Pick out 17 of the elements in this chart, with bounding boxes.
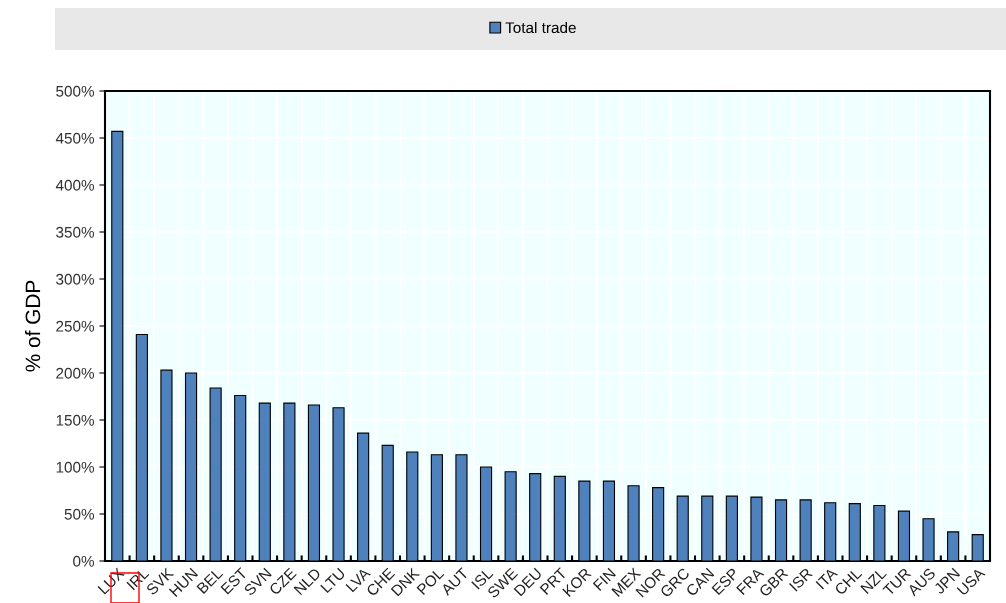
y-tick-label: 200% (56, 367, 95, 379)
x-tick-label: ISR (788, 567, 814, 592)
x-tick-label: LTU (320, 567, 346, 594)
legend-label: Total trade (505, 21, 576, 34)
y-tick-label: 300% (56, 273, 95, 285)
x-tick-label: IRL (126, 567, 150, 591)
x-tick-label: BEL (196, 567, 224, 594)
y-tick-label: 150% (56, 414, 95, 426)
y-tick-label: 250% (56, 320, 95, 332)
y-tick-label: 50% (64, 508, 95, 520)
y-tick-label: 0% (73, 555, 95, 567)
y-tick-label: 450% (55, 132, 95, 144)
y-tick-label: 350% (56, 226, 95, 238)
y-axis-title: % of GDP (25, 280, 41, 372)
y-tick-label: 400% (55, 179, 95, 191)
y-tick-label: 500% (56, 85, 95, 97)
y-tick-label: 100% (56, 461, 95, 473)
